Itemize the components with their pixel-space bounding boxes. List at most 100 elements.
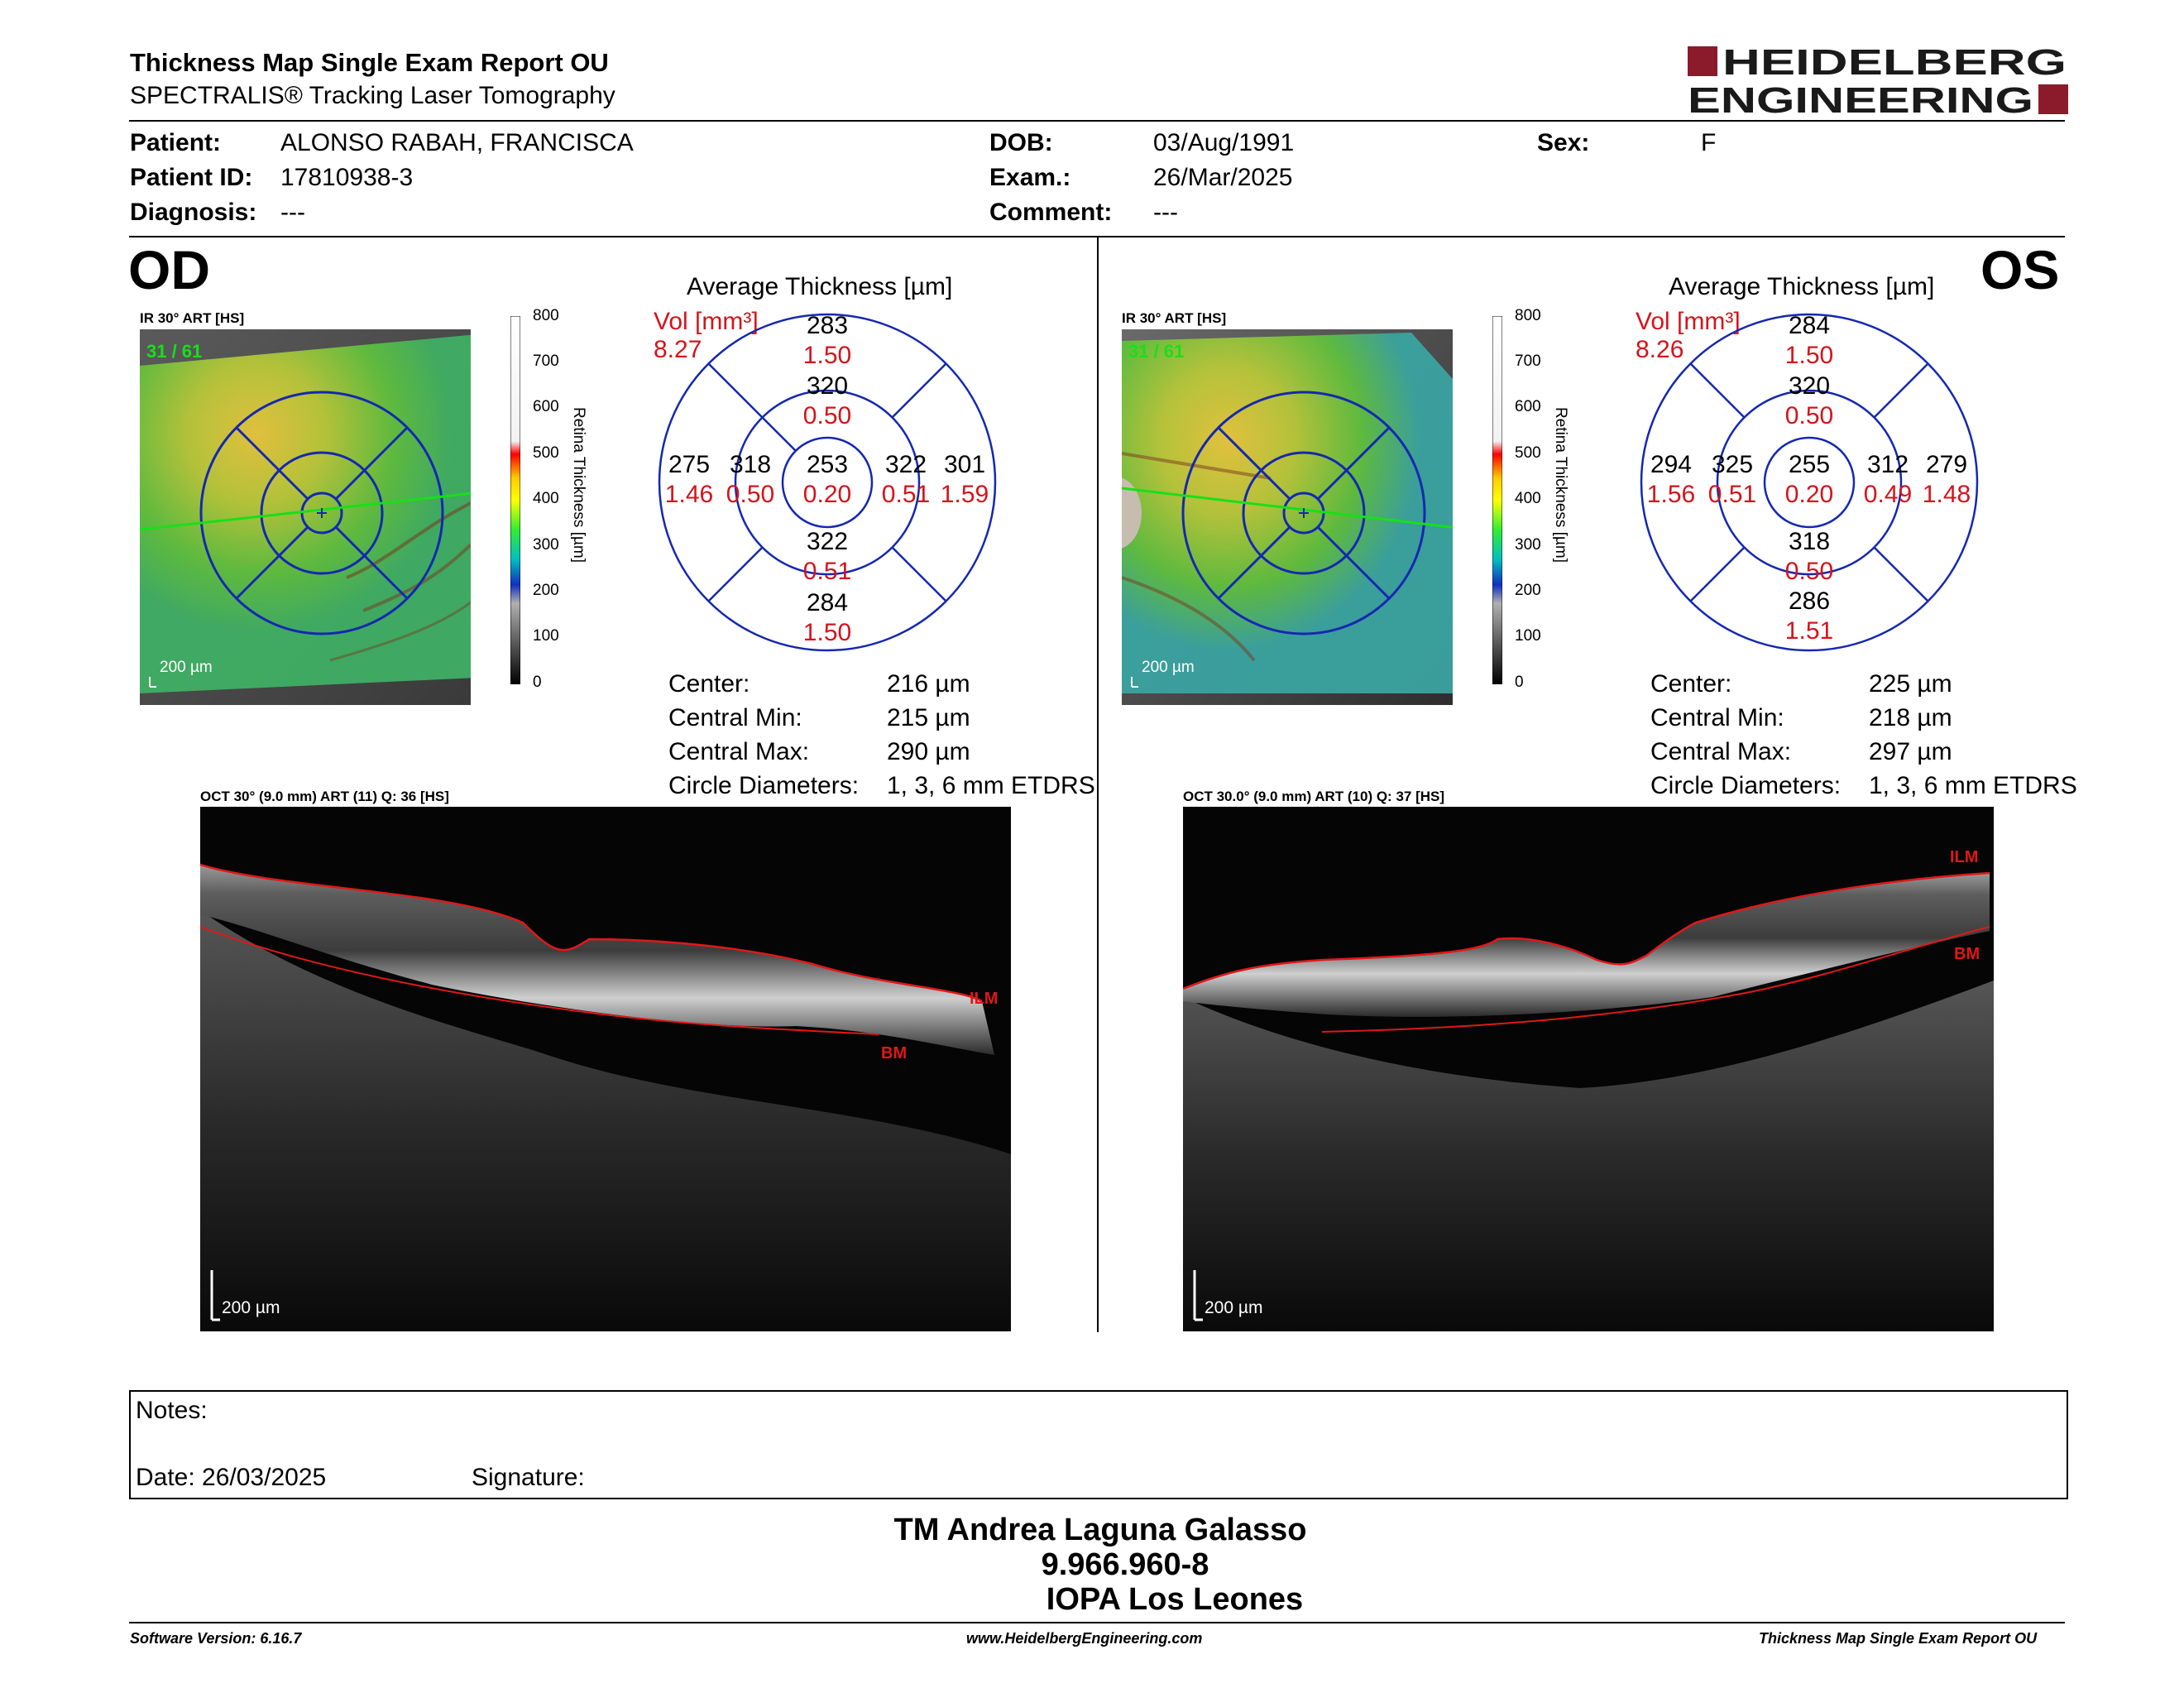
os-scale-tick: 400 bbox=[1515, 490, 1541, 507]
od-oct-scale: 200 µm bbox=[222, 1298, 280, 1317]
od-center-value: 216 µm bbox=[887, 670, 970, 698]
od-inner-left-thickness: 318 bbox=[729, 451, 772, 478]
os-outer-left-volume: 1.56 bbox=[1646, 481, 1696, 508]
od-scale-tick: 600 bbox=[533, 398, 559, 415]
od-outer-right-volume: 1.59 bbox=[940, 481, 989, 508]
os-scale-tick: 700 bbox=[1515, 352, 1541, 370]
os-min-value: 218 µm bbox=[1869, 704, 1952, 731]
os-scale-tick: 300 bbox=[1515, 536, 1541, 554]
os-scale-tick: 600 bbox=[1515, 398, 1541, 415]
od-avg-title: Average Thickness [µm] bbox=[687, 273, 953, 300]
os-center-value: 225 µm bbox=[1869, 670, 1952, 698]
od-scale-tick: 200 bbox=[533, 582, 559, 599]
info-divider bbox=[129, 236, 2065, 237]
od-diam-value: 1, 3, 6 mm ETDRS bbox=[887, 772, 1095, 799]
od-bm-label: BM bbox=[881, 1044, 907, 1062]
od-scale-title: Retina Thickness [µm] bbox=[570, 407, 587, 563]
os-scale-tick: 200 bbox=[1515, 582, 1541, 599]
sex-label: Sex: bbox=[1537, 129, 1590, 156]
od-scale-tick: 0 bbox=[533, 674, 542, 691]
os-oct-scale: 200 µm bbox=[1205, 1298, 1262, 1317]
dob-label: DOB: bbox=[989, 129, 1053, 156]
os-center-label: Center: bbox=[1650, 670, 1732, 698]
os-inner-inf-volume: 0.50 bbox=[1784, 558, 1834, 585]
os-etdrs-grid bbox=[1640, 313, 1979, 656]
od-min-value: 215 µm bbox=[887, 704, 970, 731]
patient-label: Patient: bbox=[130, 129, 222, 156]
od-scale-tick: 400 bbox=[533, 490, 559, 507]
os-inner-right-volume: 0.49 bbox=[1863, 481, 1913, 508]
os-inner-sup-thickness: 320 bbox=[1788, 372, 1831, 400]
od-inner-sup-thickness: 320 bbox=[806, 372, 849, 400]
patient-id-value: 17810938-3 bbox=[280, 164, 414, 191]
os-eye-label: OS bbox=[1980, 239, 2060, 300]
od-scale-tick: 100 bbox=[533, 627, 559, 645]
exam-value: 26/Mar/2025 bbox=[1153, 164, 1293, 191]
software-version: Software Version: 6.16.7 bbox=[130, 1630, 302, 1647]
os-inner-inf-thickness: 318 bbox=[1788, 528, 1831, 555]
od-vol-total: 8.27 bbox=[654, 336, 702, 363]
os-diam-value: 1, 3, 6 mm ETDRS bbox=[1869, 772, 2077, 799]
od-outer-sup-volume: 1.50 bbox=[802, 342, 852, 369]
os-outer-inf-thickness: 286 bbox=[1788, 587, 1831, 615]
signer-institution: IOPA Los Leones bbox=[1046, 1582, 1304, 1617]
od-oct-bscan: ILM BM 200 µm bbox=[200, 807, 1011, 1331]
os-outer-inf-volume: 1.51 bbox=[1784, 617, 1834, 645]
od-eye-label: OD bbox=[128, 239, 210, 300]
footer-report-name: Thickness Map Single Exam Report OU bbox=[1759, 1630, 2038, 1647]
od-etdrs-grid bbox=[658, 313, 997, 656]
signer-rut: 9.966.960-8 bbox=[1041, 1547, 1209, 1582]
od-outer-right-thickness: 301 bbox=[943, 451, 986, 478]
report-subtitle: SPECTRALIS® Tracking Laser Tomography bbox=[130, 82, 615, 109]
os-outer-right-thickness: 279 bbox=[1925, 451, 1968, 478]
logo-line1: HEIDELBERG bbox=[1722, 45, 2067, 83]
od-scale-tick: 700 bbox=[533, 352, 559, 370]
os-fundus-scale: 200 µm bbox=[1142, 659, 1195, 676]
diagnosis-label: Diagnosis: bbox=[130, 199, 257, 226]
od-fundus-scale: 200 µm bbox=[160, 659, 213, 676]
signature-label: Signature: bbox=[472, 1464, 585, 1491]
header-divider bbox=[129, 120, 2065, 122]
os-inner-sup-volume: 0.50 bbox=[1784, 402, 1834, 429]
dob-value: 03/Aug/1991 bbox=[1153, 129, 1295, 156]
od-oct-caption: OCT 30° (9.0 mm) ART (11) Q: 36 [HS] bbox=[200, 789, 449, 804]
od-inner-inf-volume: 0.51 bbox=[802, 558, 852, 585]
os-bm-label: BM bbox=[1954, 945, 1980, 963]
exam-label: Exam.: bbox=[989, 164, 1071, 191]
patient-value: ALONSO RABAH, FRANCISCA bbox=[280, 129, 634, 156]
logo-line2: ENGINEERING bbox=[1688, 80, 2033, 117]
comment-value: --- bbox=[1153, 199, 1178, 226]
website-link[interactable]: www.HeidelbergEngineering.com bbox=[966, 1630, 1203, 1647]
os-scale-tick: 500 bbox=[1515, 444, 1541, 462]
os-min-label: Central Min: bbox=[1650, 704, 1784, 731]
os-center-thickness: 255 bbox=[1788, 451, 1831, 478]
od-diam-label: Circle Diameters: bbox=[668, 772, 860, 799]
os-inner-right-thickness: 312 bbox=[1866, 451, 1909, 478]
od-scale-tick: 300 bbox=[533, 536, 559, 554]
notes-date: Date: 26/03/2025 bbox=[136, 1464, 327, 1491]
os-vol-label: Vol [mm³] bbox=[1636, 308, 1741, 335]
od-inner-sup-volume: 0.50 bbox=[802, 402, 852, 429]
os-ilm-label: ILM bbox=[1950, 848, 1978, 866]
od-outer-sup-thickness: 283 bbox=[806, 312, 849, 339]
od-vol-label: Vol [mm³] bbox=[654, 308, 759, 335]
os-outer-sup-volume: 1.50 bbox=[1784, 342, 1834, 369]
os-diam-label: Circle Diameters: bbox=[1650, 772, 1842, 799]
os-scale-tick: 100 bbox=[1515, 627, 1541, 645]
os-ir-caption: IR 30° ART [HS] bbox=[1122, 310, 1227, 326]
od-inner-left-volume: 0.50 bbox=[726, 481, 775, 508]
od-inner-right-volume: 0.51 bbox=[881, 481, 931, 508]
signer-name: TM Andrea Laguna Galasso bbox=[893, 1513, 1307, 1547]
notes-box bbox=[129, 1390, 2068, 1499]
od-fundus-map: 31 / 61 200 µm bbox=[140, 329, 471, 705]
os-max-value: 297 µm bbox=[1869, 738, 1952, 765]
diagnosis-value: --- bbox=[280, 199, 305, 226]
od-inner-right-thickness: 322 bbox=[884, 451, 927, 478]
os-oct-caption: OCT 30.0° (9.0 mm) ART (10) Q: 37 [HS] bbox=[1183, 789, 1445, 804]
notes-label: Notes: bbox=[136, 1397, 208, 1424]
os-frame-counter: 31 / 61 bbox=[1128, 341, 1184, 362]
os-outer-right-volume: 1.48 bbox=[1922, 481, 1971, 508]
od-scale-tick: 800 bbox=[533, 307, 559, 324]
os-scale-tick: 0 bbox=[1515, 674, 1524, 691]
report-title: Thickness Map Single Exam Report OU bbox=[130, 48, 609, 77]
